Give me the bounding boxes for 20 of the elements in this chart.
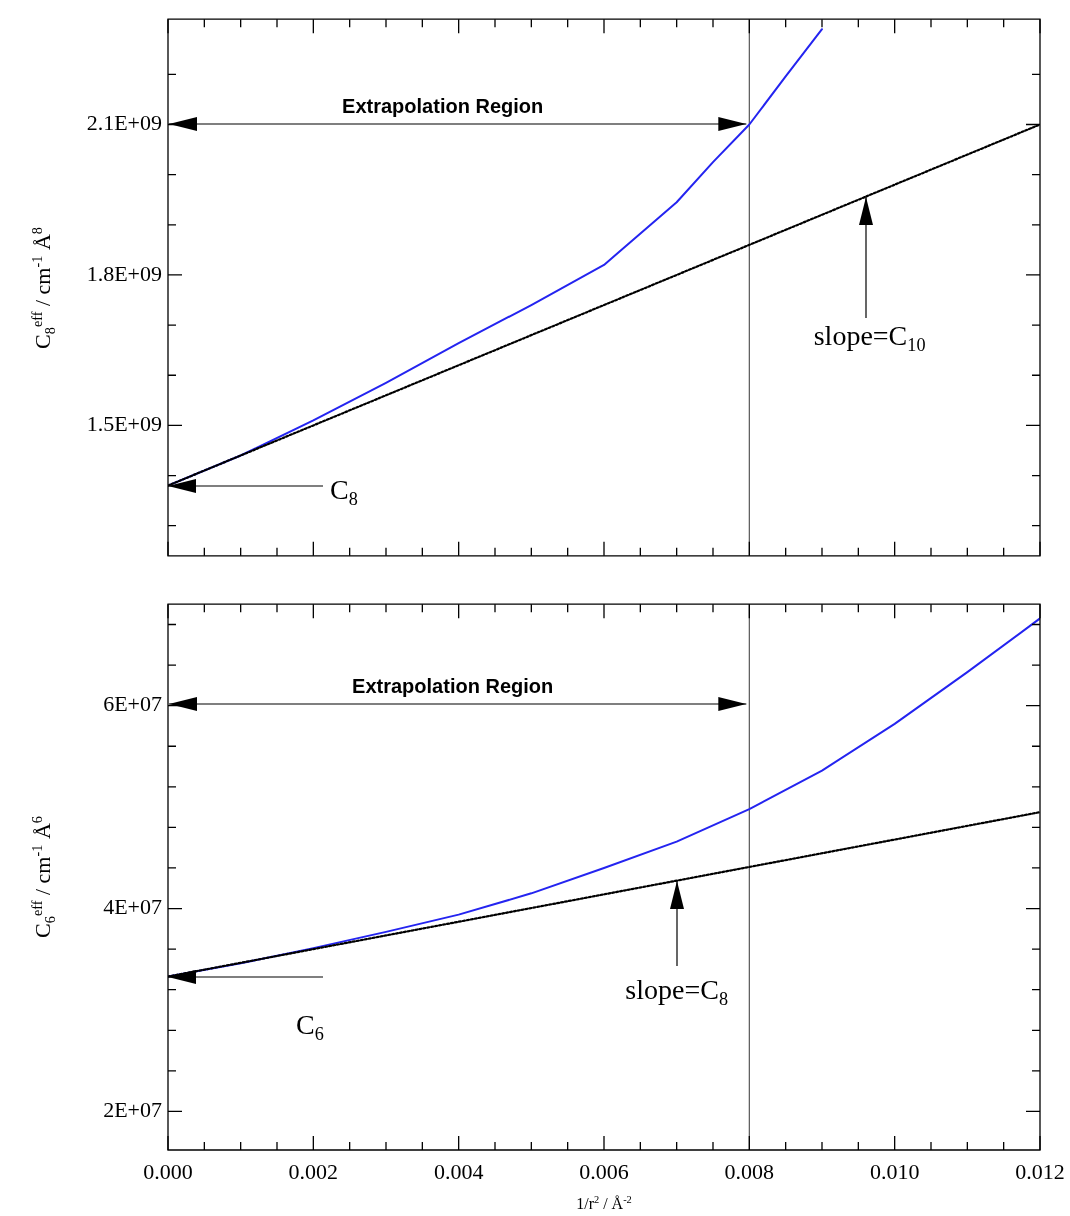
annotation: Extrapolation Region (342, 94, 544, 117)
x-tick-label: 0.012 (1015, 1158, 1065, 1184)
annotation: slope=C$_{8}$ (625, 973, 728, 1009)
x-tick-label: 0.006 (579, 1158, 629, 1184)
y-tick-label: 1.8E+09 (86, 260, 162, 286)
annotation: slope=C$_{10}$ (813, 319, 926, 355)
x-tick-label: 0.002 (288, 1158, 339, 1184)
y-tick-label: 4E+07 (103, 894, 162, 920)
annotation: C$_{8}$ (330, 473, 358, 509)
x-axis-title: 1/r$^{2}$ / Å$^{-2}$ (576, 1194, 632, 1214)
x-tick-label: 0.004 (433, 1158, 484, 1184)
annotation: Extrapolation Region (352, 675, 554, 698)
x-tick-label: 0.000 (143, 1158, 193, 1184)
y-tick-label: 2E+07 (103, 1097, 162, 1123)
y-tick-label: 1.5E+09 (86, 411, 162, 437)
x-tick-label: 0.010 (869, 1158, 920, 1184)
y-tick-label: 6E+07 (103, 691, 162, 717)
y-tick-label: 2.1E+09 (86, 110, 162, 136)
annotation: C$_{6}$ (296, 1008, 324, 1044)
x-tick-label: 0.008 (724, 1158, 775, 1184)
